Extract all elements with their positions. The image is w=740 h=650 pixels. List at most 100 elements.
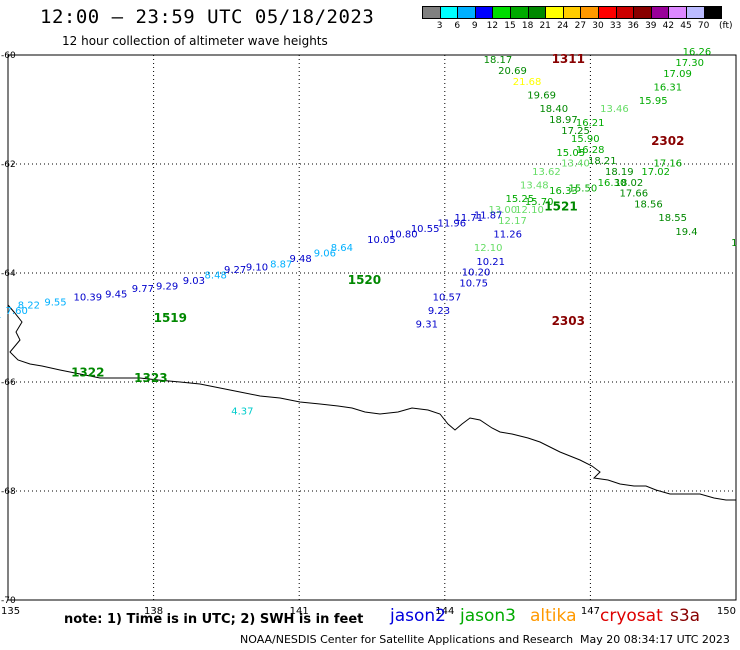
legend-label: 70 <box>697 21 710 31</box>
swh-value-label: 18.19 <box>605 167 634 178</box>
satellite-name: jason2 <box>390 606 446 626</box>
legend-swatch <box>527 6 547 19</box>
swh-value-label: 15.95 <box>639 96 668 107</box>
map-labels: 135 138 141 144 147 150 -60 -62 -64 -66 -68 -70 <box>1 51 736 617</box>
swh-value-label: 10.80 <box>389 230 418 241</box>
legend-label: 18 <box>521 21 534 31</box>
swh-value-label: 9.77 <box>132 284 154 295</box>
note-text: note: 1) Time is in UTC; 2) SWH is in fe… <box>64 612 364 627</box>
legend-swatch <box>686 6 705 19</box>
swh-value-label: 16.28 <box>576 145 605 156</box>
legend-swatch <box>668 6 687 19</box>
graticule <box>8 55 736 600</box>
legend-swatch <box>492 6 511 19</box>
swh-value-label: 10.57 <box>433 292 462 303</box>
swh-value-label: 11.26 <box>493 230 522 241</box>
swh-value-label: 17.30 <box>675 58 704 69</box>
swh-value-label: 9.03 <box>183 276 205 287</box>
legend-swatch <box>650 6 670 19</box>
swh-value-label: 8.34 <box>0 311 1 322</box>
pass-time-label: 1323 <box>134 371 167 385</box>
swh-value-label: 18.17 <box>484 55 513 66</box>
swh-value-label: 18.21 <box>588 156 617 167</box>
swh-value-label: 7.60 <box>6 306 28 317</box>
legend-label: 36 <box>627 21 639 31</box>
swh-value-label: 18.55 <box>658 213 687 224</box>
swh-value-label: 9.06 <box>314 249 336 260</box>
swh-value-label: 17.25 <box>561 126 590 137</box>
legend-label: 39 <box>645 21 657 31</box>
legend-swatch <box>615 6 635 19</box>
swh-value-label: 9.10 <box>246 262 268 273</box>
credit-text: NOAA/NESDIS Center for Satellite Applica… <box>240 633 574 646</box>
swh-value-label: 10.21 <box>476 257 505 268</box>
legend-swatch <box>633 6 652 19</box>
legend-swatch <box>703 6 723 19</box>
swh-value-label: 13.46 <box>600 104 629 115</box>
lon-tick-label: 150 <box>717 606 736 617</box>
lat-tick-label: -68 <box>1 487 16 497</box>
chart-title: 12:00 – 23:59 UTC 05/18/2023 <box>40 6 375 28</box>
swh-value-label: 11.87 <box>474 211 503 222</box>
pass-time-label: 1519 <box>154 311 187 325</box>
pass-time-label: 2302 <box>651 134 684 148</box>
lat-tick-label: -64 <box>1 269 16 279</box>
swh-value-label: 18.40 <box>539 104 568 115</box>
legend-label: 24 <box>557 21 569 31</box>
swh-value-label: 8.22 <box>18 300 40 311</box>
legend-swatch <box>422 6 441 19</box>
legend-label: 9 <box>471 21 478 31</box>
swh-value-label: 17.09 <box>663 69 692 80</box>
satellite-name: jason3 <box>460 606 516 626</box>
legend-swatch <box>510 6 529 19</box>
satellite-track: 16.26 18.17 17.30 20.69 17.09 21.68 16.31 19.69… <box>0 47 738 418</box>
swh-value-label: 13.40 <box>561 159 590 170</box>
legend-swatch <box>474 6 494 19</box>
legend-label: 33 <box>609 21 622 31</box>
swh-value-label: 15.70 <box>525 197 554 208</box>
swh-value-label: 9.29 <box>156 281 178 292</box>
swh-value-label: 16.31 <box>653 82 682 93</box>
swh-value-label: 12.10 <box>474 243 503 254</box>
swh-value-label: 18.02 <box>615 178 644 189</box>
swh-value-label: 10.20 <box>462 268 491 279</box>
legend-label: 27 <box>574 21 587 31</box>
swh-value-label: 16.33 <box>549 186 578 197</box>
legend-label: 30 <box>592 21 604 31</box>
swh-value-label: 1 <box>731 238 737 249</box>
lon-tick-label: 147 <box>581 606 600 617</box>
swh-value-label: 8.64 <box>331 243 353 254</box>
satellite-name: s3a <box>670 606 701 626</box>
swh-value-label: 9.23 <box>428 306 450 317</box>
swh-value-label: 17.16 <box>653 159 682 170</box>
legend-unit: (ft) <box>719 21 733 31</box>
lon-tick-label: 135 <box>1 606 20 617</box>
legend-swatch <box>457 6 476 19</box>
swh-value-label: 10.75 <box>459 279 488 290</box>
swh-value-label: 4.37 <box>231 407 253 418</box>
lat-tick-label: -60 <box>1 51 16 61</box>
swh-value-label: 9.31 <box>416 320 438 331</box>
chart-subtitle: 12 hour collection of altimeter wave hei… <box>62 34 328 48</box>
satellite-name: cryosat <box>600 606 663 626</box>
legend-swatch <box>545 6 564 19</box>
legend-label: 6 <box>454 21 461 31</box>
swh-value-label: 11.96 <box>438 219 467 230</box>
swh-value-label: 18.56 <box>634 200 663 211</box>
swh-value-label: 10.05 <box>367 235 396 246</box>
legend-label: 3 <box>436 21 443 31</box>
legend-swatch <box>580 6 599 19</box>
swh-value-label: 21.68 <box>513 77 542 88</box>
swh-value-label: 16.21 <box>576 118 605 129</box>
swh-value-label: 9.45 <box>105 290 127 301</box>
pass-time-label: 1322 <box>71 366 104 380</box>
swh-value-label: 15.90 <box>571 134 600 145</box>
swh-value-label: 16.30 <box>598 178 627 189</box>
pass-time-label: 1521 <box>544 199 577 213</box>
swh-value-label: 19.4 <box>675 227 697 238</box>
swh-value-label: 15.05 <box>556 148 585 159</box>
pass-time-label: 2303 <box>552 314 585 328</box>
swh-value-label: 17.66 <box>620 189 649 200</box>
coastline <box>7 304 736 501</box>
